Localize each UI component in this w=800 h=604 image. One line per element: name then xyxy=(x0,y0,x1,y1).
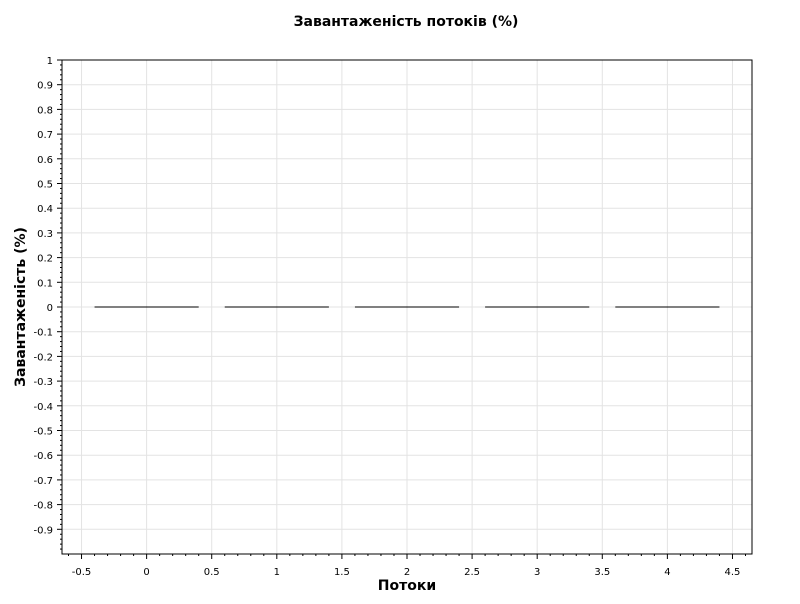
y-axis-label: Завантаженість (%) xyxy=(13,227,29,387)
y-tick-label: 0.5 xyxy=(37,180,53,191)
y-tick-label: -0.4 xyxy=(33,402,53,413)
x-tick-label: 0.5 xyxy=(204,567,220,578)
y-tick-label: -0.1 xyxy=(33,328,53,339)
y-tick-label: -0.2 xyxy=(33,352,53,363)
x-tick-label: 0 xyxy=(143,567,149,578)
x-tick-label: 1 xyxy=(274,567,280,578)
y-tick-label: -0.9 xyxy=(33,525,53,536)
x-tick-label: 3.5 xyxy=(594,567,610,578)
y-tick-label: 0.7 xyxy=(37,130,53,141)
x-tick-label: -0.5 xyxy=(72,567,92,578)
y-tick-label: -0.3 xyxy=(33,377,53,388)
y-tick-label: -0.5 xyxy=(33,427,53,438)
y-tick-label: 0.2 xyxy=(37,254,53,265)
y-tick-label: -0.7 xyxy=(33,476,53,487)
x-tick-label: 2.5 xyxy=(464,567,480,578)
y-tick-label: 0.3 xyxy=(37,229,53,240)
plot-border xyxy=(61,59,753,555)
tick-labels: -0.5 0 0.5 1 1.5 2 2.5 3 3.5 4 4.5 1 0.9 0.8 0.7 0.6 0.5… xyxy=(33,56,740,578)
x-axis-label: Потоки xyxy=(378,578,436,594)
y-tick-label: -0.6 xyxy=(33,451,53,462)
x-tick-label: 1.5 xyxy=(334,567,350,578)
x-tick-label: 2 xyxy=(404,567,410,578)
y-tick-label: 0.8 xyxy=(37,105,53,116)
y-tick-label: 1 xyxy=(47,56,53,67)
y-tick-label: 0 xyxy=(47,303,53,314)
y-tick-label: 0.1 xyxy=(37,278,53,289)
y-tick-label: 0.4 xyxy=(37,204,53,215)
y-tick-label: 0.9 xyxy=(37,81,53,92)
x-tick-label: 4.5 xyxy=(725,567,741,578)
axes xyxy=(57,59,753,559)
chart-title: Завантаженість потоків (%) xyxy=(294,14,519,30)
y-tick-label: 0.6 xyxy=(37,155,53,166)
y-tick-label: -0.8 xyxy=(33,501,53,512)
x-tick-label: 4 xyxy=(664,567,670,578)
x-tick-label: 3 xyxy=(534,567,540,578)
